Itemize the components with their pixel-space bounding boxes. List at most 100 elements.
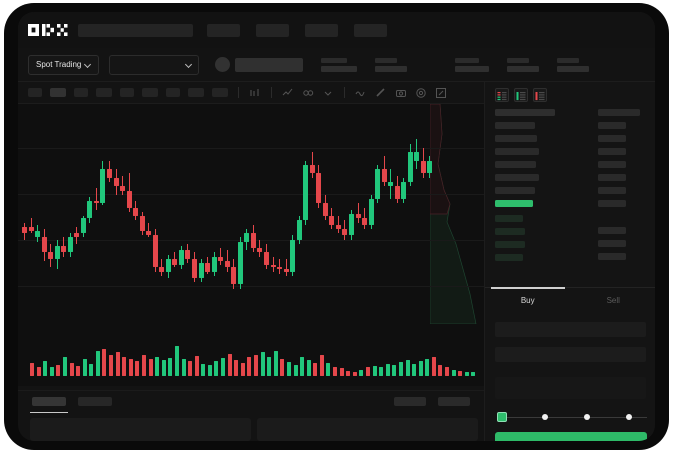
timeframe-4[interactable] <box>96 88 112 97</box>
order-book-ask-row[interactable] <box>495 174 539 181</box>
nav-item-2[interactable] <box>256 23 289 37</box>
timeframe-7[interactable] <box>166 88 180 97</box>
stat-value <box>375 65 408 72</box>
trading-pair-select[interactable] <box>109 54 200 75</box>
bottom-panels <box>18 414 484 441</box>
app-header <box>18 12 655 48</box>
slider-step-1[interactable] <box>542 413 548 420</box>
slider-step-2[interactable] <box>584 413 590 420</box>
order-book-ask-row[interactable] <box>495 135 537 142</box>
order-book-current-price[interactable] <box>495 200 533 207</box>
order-book-size-cell[interactable] <box>598 174 626 181</box>
submit-buy-button[interactable] <box>495 432 647 441</box>
amount-slider[interactable] <box>497 412 647 422</box>
tab-sell[interactable]: Sell <box>571 288 656 313</box>
toolbar-divider <box>344 87 345 98</box>
volume-bar <box>247 357 252 376</box>
volume-bar <box>267 357 272 376</box>
wave-icon[interactable] <box>355 87 367 99</box>
bottom-action-2[interactable] <box>438 397 470 406</box>
order-book-size-cell[interactable] <box>598 200 626 207</box>
volume-bar <box>214 360 219 376</box>
candle-body <box>257 248 263 253</box>
okx-logo[interactable] <box>28 24 68 36</box>
order-book-size-cell[interactable] <box>598 253 626 260</box>
candle-body <box>250 233 256 249</box>
settings-icon[interactable] <box>415 87 427 99</box>
candlestick-icon[interactable] <box>249 87 261 99</box>
stat-2 <box>375 57 408 72</box>
volume-bar <box>254 355 258 376</box>
order-total-field[interactable] <box>495 377 646 399</box>
slider-handle[interactable] <box>497 412 507 422</box>
volume-bar <box>95 351 100 376</box>
order-book-bid-row[interactable] <box>495 241 525 248</box>
slider-step-3[interactable] <box>626 413 632 420</box>
candle-body <box>165 258 171 272</box>
volume-bar <box>425 358 430 376</box>
trading-mode-select[interactable]: Spot Trading <box>28 54 100 75</box>
order-book-bid-row[interactable] <box>495 254 523 261</box>
timeframe-6[interactable] <box>142 88 158 97</box>
order-book-size-cell[interactable] <box>598 227 626 234</box>
candle-body <box>263 252 269 266</box>
order-book-size-cell[interactable] <box>598 109 640 116</box>
timeframe-2[interactable] <box>50 88 66 97</box>
order-book-ask-row[interactable] <box>495 187 535 194</box>
chevron-down-icon[interactable] <box>322 87 334 99</box>
stat-1 <box>321 57 358 72</box>
volume-bar <box>102 349 107 376</box>
volume-bar <box>412 363 417 376</box>
line-chart-icon[interactable] <box>282 87 294 99</box>
price-chart[interactable] <box>18 104 484 324</box>
header-search-input[interactable] <box>78 23 193 37</box>
timeframe-8[interactable] <box>188 88 204 97</box>
order-book-size-cell[interactable] <box>598 161 626 168</box>
tab-buy[interactable]: Buy <box>485 287 571 313</box>
bottom-panel-left[interactable] <box>30 418 251 441</box>
candle-wick <box>95 188 97 210</box>
volume-bar <box>313 362 318 376</box>
timeframe-5[interactable] <box>120 88 134 97</box>
ruler-icon[interactable] <box>375 87 387 99</box>
timeframe-1[interactable] <box>28 88 42 97</box>
order-book-size-cell[interactable] <box>598 122 626 129</box>
slider-track <box>501 416 647 418</box>
order-book-header-row[interactable] <box>495 109 555 116</box>
candle-body <box>211 256 217 272</box>
volume-bar <box>445 367 450 376</box>
order-book-size-cell[interactable] <box>598 240 626 247</box>
indicator-icon[interactable] <box>302 87 314 99</box>
bottom-action-1[interactable] <box>394 397 426 406</box>
camera-icon[interactable] <box>395 87 407 99</box>
volume-bar <box>372 365 377 376</box>
order-book-ask-row[interactable] <box>495 161 536 168</box>
bottom-tab-order-history[interactable] <box>78 397 112 406</box>
order-book-size-cell[interactable] <box>598 135 626 142</box>
order-book-ask-row[interactable] <box>495 148 539 155</box>
nav-item-3[interactable] <box>305 23 338 37</box>
bottom-panel-right[interactable] <box>257 418 478 441</box>
candle-body <box>74 233 80 238</box>
fullscreen-icon[interactable] <box>435 87 447 99</box>
order-price-field[interactable] <box>495 322 646 337</box>
bottom-tab-open-orders[interactable] <box>30 397 68 413</box>
nav-item-4[interactable] <box>354 23 387 37</box>
volume-bar <box>188 360 193 376</box>
volume-bar <box>293 364 298 376</box>
order-book-bid-row[interactable] <box>495 215 523 222</box>
timeframe-3[interactable] <box>74 88 88 97</box>
nav-item-1[interactable] <box>207 23 240 37</box>
order-book-bid-row[interactable] <box>495 228 525 235</box>
orderbook-bids-icon[interactable] <box>514 88 528 102</box>
order-book-ask-row[interactable] <box>495 122 535 129</box>
order-book-size-cell[interactable] <box>598 187 626 194</box>
volume-bar <box>359 370 364 376</box>
order-book-size-cell[interactable] <box>598 148 626 155</box>
orderbook-asks-icon[interactable] <box>533 88 547 102</box>
order-amount-field[interactable] <box>495 347 646 362</box>
candle-body <box>80 218 86 234</box>
orderbook-both-icon[interactable] <box>495 88 509 102</box>
timeframe-9[interactable] <box>212 88 228 97</box>
candle-body <box>355 214 361 219</box>
